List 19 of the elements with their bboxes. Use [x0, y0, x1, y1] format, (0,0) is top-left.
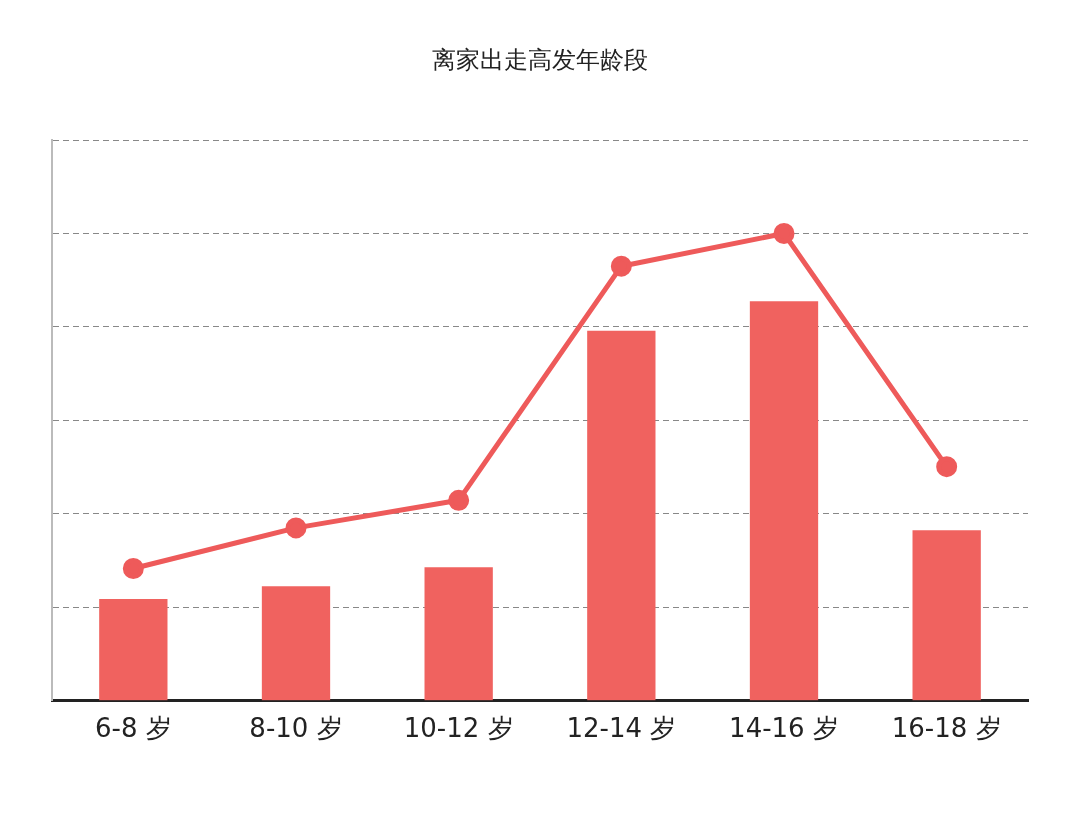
point — [936, 456, 958, 478]
point — [285, 517, 307, 539]
x-tick-label: 10-12 岁 — [403, 713, 514, 744]
point — [448, 489, 470, 511]
bar — [261, 586, 331, 701]
x-tick-label: 6-8 岁 — [94, 713, 172, 744]
bar — [912, 530, 981, 701]
chart-title: 离家出走高发年龄段 — [431, 45, 649, 76]
bar — [749, 301, 819, 701]
x-tick-label: 16-18 岁 — [891, 713, 1002, 744]
x-tick-label: 8-10 岁 — [249, 713, 343, 744]
point — [773, 222, 795, 244]
bar — [587, 330, 656, 701]
point — [122, 558, 144, 580]
bar — [99, 598, 168, 701]
point — [610, 255, 632, 277]
x-tick-label: 14-16 岁 — [729, 713, 839, 744]
bar — [424, 567, 493, 701]
x-tick-label: 12-14 岁 — [566, 713, 677, 744]
